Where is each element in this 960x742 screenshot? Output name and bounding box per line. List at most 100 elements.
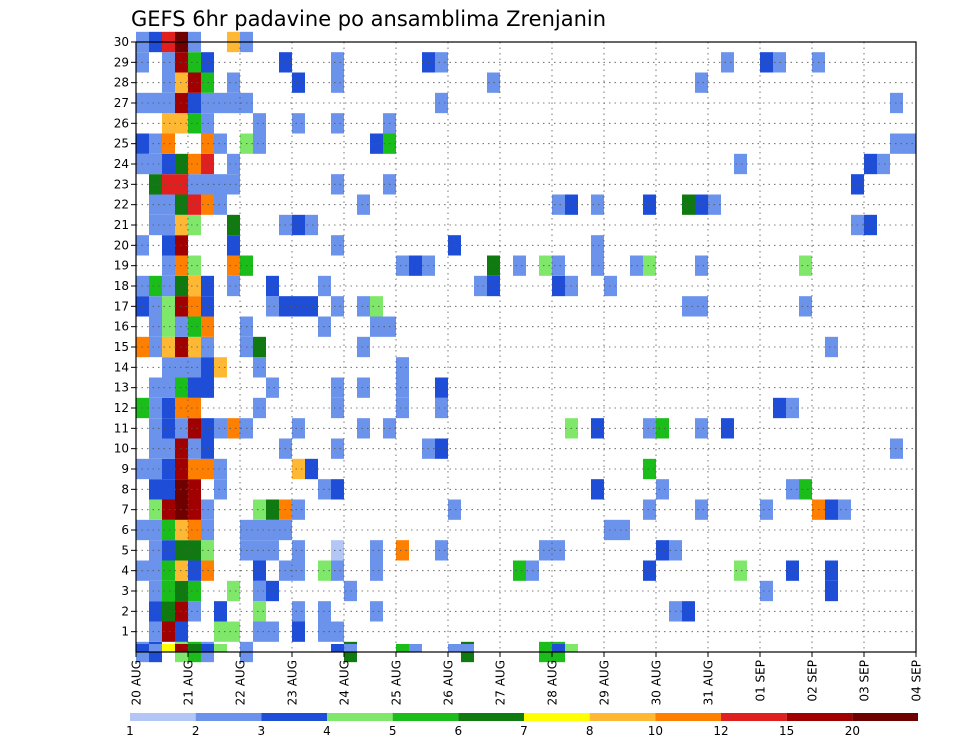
heatmap-cell <box>266 296 279 317</box>
heatmap-cell <box>721 418 734 439</box>
heatmap-cell <box>227 275 240 297</box>
heatmap-cell <box>643 255 656 276</box>
heatmap-cells <box>136 31 916 663</box>
grid-lines <box>136 41 916 652</box>
heatmap-cell <box>162 479 175 500</box>
heatmap-cell <box>461 644 474 652</box>
heatmap-cell <box>188 357 201 378</box>
heatmap-cell <box>760 52 773 73</box>
heatmap-cell <box>188 72 201 93</box>
heatmap-cell <box>214 479 227 500</box>
heatmap-cell <box>188 52 201 73</box>
heatmap-cell <box>591 255 604 276</box>
y-tick-label: 12 <box>114 401 129 415</box>
y-tick-label: 27 <box>114 96 129 110</box>
heatmap-cell <box>643 458 656 480</box>
x-tick-label: 27 AUG <box>494 660 508 705</box>
heatmap-cell <box>149 153 162 175</box>
heatmap-cell <box>188 255 201 276</box>
heatmap-cell <box>877 153 890 175</box>
heatmap-cell <box>149 540 162 561</box>
y-tick-label: 17 <box>114 299 129 313</box>
colorbar-segment <box>458 713 524 721</box>
heatmap-cell <box>188 397 201 419</box>
heatmap-cell <box>357 377 370 398</box>
heatmap-cell <box>214 418 227 439</box>
heatmap-cell <box>695 499 708 520</box>
heatmap-cell <box>162 336 175 358</box>
heatmap-cell <box>188 560 201 581</box>
heatmap-cell <box>214 458 227 480</box>
heatmap-cell <box>357 336 370 358</box>
heatmap-cell <box>149 397 162 419</box>
heatmap-cell <box>331 479 344 500</box>
y-tick-label: 8 <box>121 482 129 496</box>
heatmap-cell <box>188 377 201 398</box>
heatmap-cell <box>162 621 175 642</box>
heatmap-cell <box>903 133 916 154</box>
heatmap-cell <box>214 357 227 378</box>
heatmap-cell <box>253 133 266 154</box>
y-tick-label: 19 <box>114 259 129 273</box>
heatmap-cell <box>188 519 201 541</box>
heatmap-cell <box>331 174 344 195</box>
heatmap-cell <box>162 438 175 459</box>
heatmap-cell <box>188 458 201 480</box>
heatmap-cell <box>682 601 695 622</box>
x-tick-label: 24 AUG <box>338 660 352 705</box>
y-tick-label: 10 <box>114 442 129 456</box>
heatmap-cell <box>266 275 279 297</box>
heatmap-cell <box>656 540 669 561</box>
heatmap-cell <box>149 316 162 337</box>
heatmap-cell <box>292 560 305 581</box>
heatmap-cell <box>331 560 344 581</box>
heatmap-cell <box>331 72 344 93</box>
heatmap-cell <box>253 621 266 642</box>
x-tick-label: 04 SEP <box>910 660 924 702</box>
heatmap-cell <box>292 621 305 642</box>
heatmap-cell <box>253 560 266 581</box>
heatmap-cell <box>435 52 448 73</box>
y-tick-label: 20 <box>114 238 129 252</box>
heatmap-cell <box>149 479 162 500</box>
y-tick-label: 30 <box>114 35 129 49</box>
colorbar-label: 12 <box>713 724 728 738</box>
heatmap-cell <box>149 418 162 439</box>
heatmap-cell <box>214 133 227 154</box>
heatmap-cell <box>175 644 188 652</box>
heatmap-cell <box>435 92 448 114</box>
heatmap-cell <box>227 92 240 114</box>
heatmap-cell <box>162 499 175 520</box>
heatmap-cell <box>825 336 838 358</box>
heatmap-cell <box>305 214 318 236</box>
heatmap-cell <box>227 153 240 175</box>
heatmap-cell <box>695 255 708 276</box>
y-tick-label: 28 <box>114 76 129 90</box>
heatmap-cell <box>214 92 227 114</box>
heatmap-cell <box>656 479 669 500</box>
heatmap-cell <box>292 296 305 317</box>
heatmap-cell <box>162 275 175 297</box>
heatmap-cell <box>331 377 344 398</box>
heatmap-cell <box>565 644 578 652</box>
x-axis-ticks: 20 AUG 21 AUG 22 AUG 23 AUG 24 AUG 25 AUG 26 A… <box>130 652 924 705</box>
heatmap-cell <box>266 621 279 642</box>
heatmap-cell <box>136 644 149 652</box>
heatmap-cell <box>188 296 201 317</box>
colorbar-label: 7 <box>520 724 528 738</box>
heatmap-cell <box>539 255 552 276</box>
heatmap-cell <box>838 499 851 520</box>
heatmap-cell <box>162 153 175 175</box>
heatmap-cell <box>682 296 695 317</box>
x-tick-label: 21 AUG <box>182 660 196 705</box>
heatmap-cell <box>188 113 201 134</box>
heatmap-cell <box>162 72 175 93</box>
heatmap-cell <box>435 438 448 459</box>
heatmap-cell <box>435 377 448 398</box>
heatmap-cell <box>253 397 266 419</box>
heatmap-cell <box>162 52 175 73</box>
heatmap-cell <box>591 418 604 439</box>
x-tick-label: 28 AUG <box>546 660 560 705</box>
heatmap-cell <box>786 479 799 500</box>
